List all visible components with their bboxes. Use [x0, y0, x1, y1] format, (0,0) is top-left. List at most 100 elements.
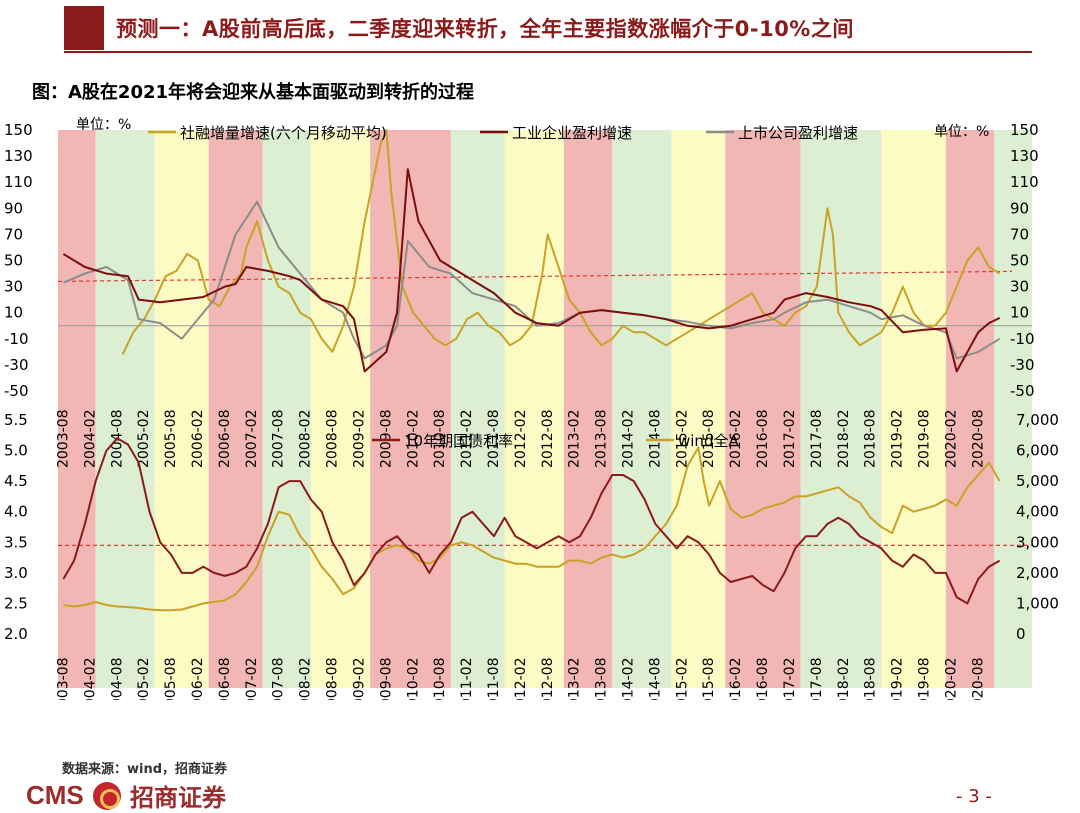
- bottom-x-tick-label: 2020-02: [943, 658, 959, 701]
- bottom-right-tick-label: 6,000: [1016, 442, 1059, 460]
- header-accent-bar: [64, 6, 104, 50]
- top-x-tick-label: 2020-02: [943, 410, 959, 469]
- period-band-yellow: [881, 130, 946, 688]
- period-band-yellow: [310, 130, 371, 688]
- bottom-x-tick-label: 2018-08: [863, 658, 879, 701]
- bottom-x-tick-label: 2005-02: [136, 658, 152, 701]
- page-title: 预测一：A股前高后底，二季度迎来转折，全年主要指数涨幅介于0-10%之间: [116, 17, 854, 41]
- figure-title: 图：A股在2021年将会迎来从基本面驱动到转折的过程: [32, 82, 475, 103]
- top-x-tick-label: 2007-08: [271, 410, 287, 469]
- header: 预测一：A股前高后底，二季度迎来转折，全年主要指数涨幅介于0-10%之间: [0, 0, 1080, 56]
- bottom-x-tick-label: 2011-02: [459, 658, 475, 701]
- series-line-listed-profit: [63, 200, 1001, 360]
- period-band-green: [612, 130, 672, 688]
- top-x-tick-label: 2006-08: [217, 410, 233, 469]
- legend-label: 10年期国债利率: [404, 432, 513, 450]
- bottom-right-tick-label: 7,000: [1016, 411, 1059, 429]
- top-x-tick-label: 2012-08: [540, 410, 556, 469]
- top-reference-line: [57, 270, 1013, 282]
- legend-label: wind全A: [678, 432, 739, 450]
- top-x-tick-label: 2019-08: [916, 410, 932, 469]
- bottom-x-tick-label: 2013-02: [567, 658, 583, 701]
- page-number: - 3 -: [956, 786, 992, 807]
- data-source: 数据来源：wind，招商证券: [62, 762, 228, 777]
- top-right-tick-label: 70: [1010, 225, 1029, 243]
- bottom-x-tick-label: 2015-02: [674, 658, 690, 701]
- period-band-yellow: [154, 130, 209, 688]
- bottom-x-tick-label: 2012-08: [540, 658, 556, 701]
- top-x-tick-label: 2005-08: [163, 410, 179, 469]
- bottom-x-tick-label: 2020-08: [970, 657, 986, 700]
- top-x-tick-label: 2005-02: [136, 410, 152, 469]
- bottom-x-tick-label: 2009-02: [351, 658, 367, 701]
- period-band-red: [370, 130, 451, 688]
- top-x-tick-label: 2014-02: [621, 410, 637, 469]
- logo-chinese-text: 招商证券: [129, 784, 226, 812]
- period-band-red: [945, 130, 995, 688]
- bottom-right-tick-label: 0: [1016, 625, 1026, 643]
- top-x-tick-label: 2019-02: [890, 410, 906, 469]
- series-line-wind-all-a: [63, 446, 1001, 612]
- bottom-x-tick-label: 2019-02: [890, 658, 906, 701]
- bottom-x-tick-label: 2004-08: [109, 658, 125, 701]
- top-x-tick-label: 2009-02: [351, 410, 367, 469]
- bottom-right-tick-label: 3,000: [1016, 533, 1059, 551]
- top-x-tick-label: 2017-08: [809, 410, 825, 469]
- bottom-right-tick-label: 2,000: [1016, 564, 1059, 582]
- top-x-tick-label: 2015-02: [674, 410, 690, 469]
- bottom-x-tick-label: 2006-02: [190, 658, 206, 701]
- top-x-tick-label: 2010-02: [405, 410, 421, 469]
- period-band-yellow: [504, 130, 564, 688]
- top-left-tick-label: 30: [4, 278, 23, 296]
- legend-label: 工业企业盈利增速: [512, 124, 632, 142]
- bottom-x-tick-label: 2008-02: [298, 658, 314, 701]
- bottom-x-tick-label: 2008-08: [325, 658, 341, 701]
- series-line-bond-yield: [62, 437, 1001, 605]
- bottom-right-tick-label: 5,000: [1016, 472, 1059, 490]
- top-left-tick-label: 130: [4, 147, 33, 165]
- period-band-red: [58, 130, 96, 688]
- bottom-x-tick-label: 2016-02: [728, 658, 744, 701]
- top-left-tick-label: -10: [4, 330, 29, 348]
- bottom-x-tick-label: 2015-08: [701, 658, 717, 701]
- period-band-green: [994, 130, 1032, 688]
- top-right-tick-label: 30: [1010, 278, 1029, 296]
- bottom-x-tick-label: 2011-08: [486, 658, 502, 701]
- period-band-green: [450, 130, 505, 688]
- bottom-x-tick-label: 2007-02: [244, 658, 260, 701]
- bottom-x-tick-label: 2005-08: [163, 658, 179, 701]
- bottom-x-tick-label: 2003-08: [55, 658, 71, 701]
- top-right-tick-label: -50: [1010, 382, 1035, 400]
- top-x-tick-label: 2020-08: [970, 409, 986, 468]
- top-x-tick-label: 2010-08: [432, 410, 448, 469]
- legend-label: 社融增量增速(六个月移动平均): [180, 124, 387, 142]
- period-band-green: [838, 130, 882, 688]
- bottom-x-tick-label: 2007-08: [271, 658, 287, 701]
- top-x-tick-label: 2008-08: [325, 410, 341, 469]
- top-left-tick-label: 70: [4, 225, 23, 243]
- top-right-unit: 单位：%: [934, 124, 989, 140]
- top-left-tick-label: 110: [4, 173, 33, 191]
- bottom-x-tick-label: 2017-02: [782, 658, 798, 701]
- top-left-tick-label: -30: [4, 356, 29, 374]
- bottom-left-tick-label: 5.0: [4, 442, 28, 460]
- legend-label: 上市公司盈利增速: [738, 124, 858, 142]
- top-right-tick-label: -10: [1010, 330, 1035, 348]
- top-left-tick-label: 150: [4, 121, 33, 139]
- period-band-red: [725, 130, 801, 688]
- period-band-red: [563, 130, 613, 688]
- bottom-x-tick-label: 2004-02: [82, 658, 98, 701]
- top-right-tick-label: 110: [1010, 173, 1039, 191]
- top-right-tick-label: 150: [1010, 121, 1039, 139]
- top-x-tick-label: 2011-02: [459, 410, 475, 469]
- period-band-yellow: [671, 130, 726, 688]
- bottom-x-tick-label: 2012-02: [513, 658, 529, 701]
- bottom-x-tick-label: 2014-08: [647, 658, 663, 701]
- logo-emblem-icon: [92, 781, 121, 810]
- top-left-tick-label: 50: [4, 252, 23, 270]
- chart-area: -50 -50 -30 -30 -10 -10 10 10 30 30 50 50 70 70 90 90 11…: [4, 117, 1059, 701]
- top-x-tick-label: 2012-02: [513, 410, 529, 469]
- bottom-x-tick-label: 2017-08: [809, 658, 825, 701]
- top-x-tick-label: 2006-02: [190, 410, 206, 469]
- top-x-tick-label: 2007-02: [244, 410, 260, 469]
